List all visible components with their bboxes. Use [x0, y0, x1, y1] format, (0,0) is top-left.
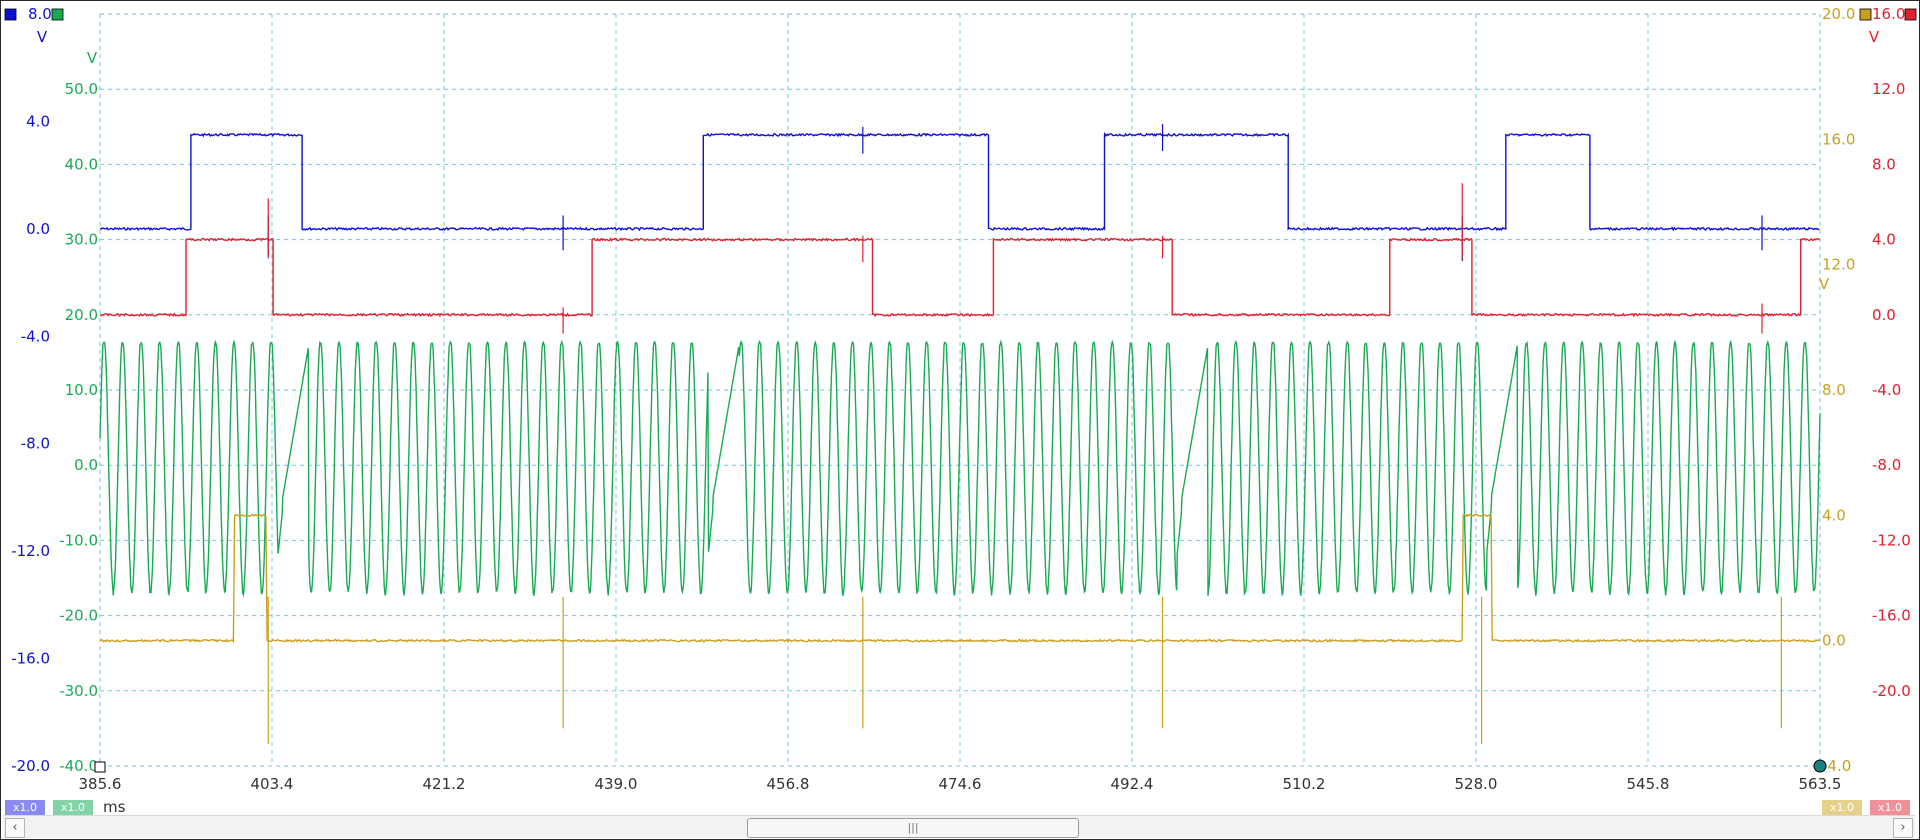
- y-tick-label: -20.0: [11, 757, 50, 775]
- channel-d-marker: [1904, 8, 1917, 21]
- y-unit-label: V: [87, 49, 98, 67]
- y-tick-label: 0.0: [1822, 632, 1846, 650]
- y-tick-label: -12.0: [1872, 531, 1911, 549]
- horizontal-scrollbar[interactable]: ‹ ||| ›: [3, 815, 1915, 838]
- x-tick-label: 474.6: [939, 775, 982, 793]
- y-tick-label: 0.0: [1872, 306, 1896, 324]
- y-tick-label: -4.0: [1872, 381, 1901, 399]
- channel-scale-badge[interactable]: x1.0: [53, 800, 94, 816]
- y-tick-label: 8.0: [1822, 381, 1846, 399]
- y-tick-label: -30.0: [59, 682, 98, 700]
- green-trace: [99, 339, 1821, 598]
- x-tick-label: 492.4: [1111, 775, 1154, 793]
- y-tick-label: -8.0: [1872, 456, 1901, 474]
- y-top-label: 8.0: [28, 5, 52, 23]
- channel-b-marker: [51, 8, 64, 21]
- ruler-end-marker: [1813, 759, 1827, 773]
- traces: [99, 124, 1821, 745]
- scroll-right-icon[interactable]: ›: [1893, 818, 1913, 838]
- y-tick-label: 20.0: [65, 306, 98, 324]
- y-tick-label: -16.0: [1872, 607, 1911, 625]
- x-tick-label: 456.8: [767, 775, 810, 793]
- y-top-label: 16.0: [1872, 5, 1905, 23]
- red-trace: [99, 237, 1820, 318]
- y-tick-label: 8.0: [1872, 155, 1896, 173]
- y-tick-label: -20.0: [1872, 682, 1911, 700]
- channel-a-marker: [4, 8, 17, 21]
- y-unit-label: V: [1869, 28, 1880, 46]
- y-tick-label: 12.0: [1822, 256, 1855, 274]
- y-tick-label: 4.0: [26, 112, 50, 130]
- x-tick-label: 385.6: [79, 775, 122, 793]
- y-tick-label: -12.0: [11, 542, 50, 560]
- y-tick-label: 12.0: [1872, 80, 1905, 98]
- channel-c-marker: [1859, 8, 1872, 21]
- yellow-trace: [99, 513, 1820, 644]
- x-tick-label: 563.5: [1799, 775, 1842, 793]
- y-tick-label: 30.0: [65, 231, 98, 249]
- x-tick-label: 403.4: [251, 775, 294, 793]
- y-tick-label: -20.0: [59, 607, 98, 625]
- channel-scale-badge[interactable]: x1.0: [1870, 800, 1911, 816]
- markers: [4, 8, 1917, 773]
- x-tick-label: 545.8: [1627, 775, 1670, 793]
- y-unit-label: V: [1819, 275, 1830, 293]
- x-tick-label: 439.0: [595, 775, 638, 793]
- y-unit-label: V: [37, 28, 48, 46]
- x-tick-label: 421.2: [423, 775, 466, 793]
- y-tick-label: 40.0: [65, 155, 98, 173]
- scrollbar-thumb[interactable]: |||: [747, 818, 1079, 838]
- blue-trace: [99, 131, 1820, 232]
- y-tick-label: -4.0: [1822, 757, 1851, 775]
- y-tick-label: 20.0: [1822, 5, 1855, 23]
- y-tick-label: -16.0: [11, 650, 50, 668]
- y-tick-label: -10.0: [59, 531, 98, 549]
- y-tick-label: 0.0: [74, 456, 98, 474]
- y-tick-label: 4.0: [1872, 231, 1896, 249]
- x-unit-label: ms: [103, 798, 126, 816]
- channel-scale-badge[interactable]: x1.0: [1822, 800, 1863, 816]
- x-tick-label: 528.0: [1455, 775, 1498, 793]
- y-tick-label: 16.0: [1822, 130, 1855, 148]
- channel-scale-badge[interactable]: x1.0: [5, 800, 46, 816]
- x-tick-label: 510.2: [1283, 775, 1326, 793]
- scroll-left-icon[interactable]: ‹: [5, 818, 25, 838]
- y-tick-label: 10.0: [65, 381, 98, 399]
- y-tick-label: -4.0: [21, 327, 50, 345]
- y-tick-label: 50.0: [65, 80, 98, 98]
- y-tick-label: -8.0: [21, 435, 50, 453]
- y-tick-label: 4.0: [1822, 506, 1846, 524]
- axis-labels: 385.6 403.4 421.2 439.0 456.8 474.6 492.4 510.2…: [11, 5, 1911, 816]
- y-tick-label: 0.0: [26, 220, 50, 238]
- y-tick-label: -40.0: [59, 757, 98, 775]
- ruler-start-marker: [94, 761, 106, 773]
